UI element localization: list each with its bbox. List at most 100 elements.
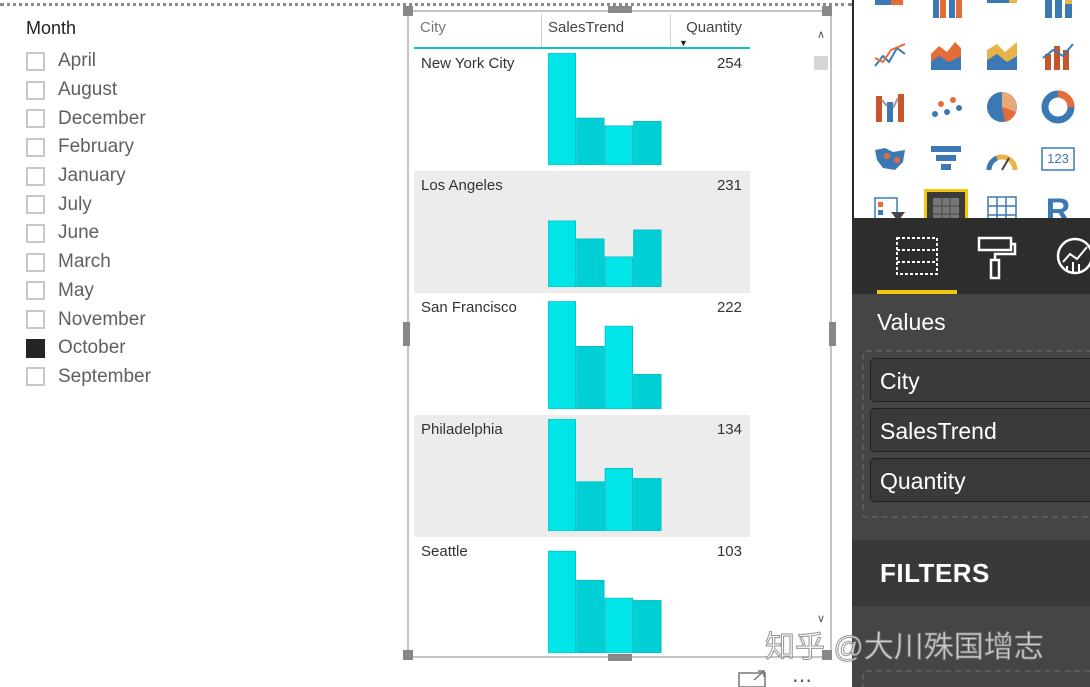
funnel-icon[interactable] [927, 140, 965, 178]
sparkline-bar [548, 550, 577, 653]
checkbox-checked-icon[interactable] [26, 338, 45, 358]
slicer-item-label: December [58, 107, 146, 129]
table-scrollbar[interactable]: ∧ ∨ [813, 18, 829, 630]
checkbox-icon[interactable] [26, 310, 45, 330]
table-row[interactable]: Seattle 103 [414, 537, 750, 659]
checkbox-icon[interactable] [26, 80, 45, 100]
card-icon[interactable]: 123 [1039, 140, 1077, 178]
slicer-item-february[interactable]: February [26, 133, 226, 162]
slicer-item-january[interactable]: January [26, 162, 226, 191]
checkbox-icon[interactable] [26, 51, 45, 71]
slicer-item-june[interactable]: June [26, 219, 226, 248]
slicer-item-label: January [58, 165, 126, 187]
cell-city: San Francisco [421, 299, 517, 316]
checkbox-icon[interactable] [26, 137, 45, 157]
field-quantity[interactable]: Quantity [870, 458, 1090, 502]
slicer-item-september[interactable]: September [26, 363, 226, 392]
scroll-down-icon[interactable]: ∨ [816, 613, 826, 625]
stacked-bar-100-icon[interactable] [983, 0, 1021, 22]
header-city[interactable]: City [414, 14, 542, 47]
stacked-area-icon[interactable] [983, 36, 1021, 74]
sparkline-bar [604, 325, 634, 409]
map-icon[interactable] [871, 140, 909, 178]
sales-table: City SalesTrend Quantity ▼ New York City… [414, 14, 750, 659]
sparkline-chart [548, 301, 662, 409]
resize-handle-bottom[interactable] [608, 654, 632, 661]
slicer-item-december[interactable]: December [26, 104, 226, 133]
stacked-bar-icon[interactable] [871, 0, 909, 22]
sparkline-bar [633, 229, 662, 287]
table-row[interactable]: Philadelphia 134 [414, 415, 750, 537]
sparkline-bar [604, 597, 634, 653]
cell-quantity: 231 [716, 177, 742, 194]
slicer-item-march[interactable]: March [26, 248, 226, 277]
checkbox-icon[interactable] [26, 109, 45, 129]
slicer-item-label: February [58, 136, 135, 158]
line-column-icon[interactable] [1039, 36, 1077, 74]
field-city[interactable]: City [870, 358, 1090, 402]
checkbox-icon[interactable] [26, 166, 45, 186]
line-chart-icon[interactable] [871, 36, 909, 74]
resize-handle-top[interactable] [608, 6, 632, 13]
scroll-up-icon[interactable]: ∧ [816, 29, 826, 41]
field-salestrend[interactable]: SalesTrend [870, 408, 1090, 452]
table-row[interactable]: San Francisco 222 [414, 293, 750, 415]
filters-header-band [852, 540, 1090, 606]
donut-chart-icon[interactable] [1039, 88, 1077, 126]
cell-salestrend [542, 49, 671, 171]
resize-handle-bottom-right[interactable] [822, 650, 832, 660]
gauge-icon[interactable] [983, 140, 1021, 178]
header-quantity-label: Quantity [686, 19, 742, 36]
checkbox-icon[interactable] [26, 252, 45, 272]
sparkline-bar [576, 579, 605, 653]
values-drop-zone[interactable]: City SalesTrend Quantity [862, 350, 1090, 518]
cell-quantity: 222 [716, 299, 742, 316]
header-salestrend[interactable]: SalesTrend [542, 14, 671, 47]
slicer-item-november[interactable]: November [26, 305, 226, 334]
focus-mode-icon[interactable] [738, 670, 768, 687]
sparkline-bar [633, 600, 662, 653]
checkbox-icon[interactable] [26, 281, 45, 301]
resize-handle-top-left[interactable] [403, 6, 413, 16]
month-slicer: Month April August December February January… [26, 16, 226, 391]
resize-handle-left[interactable] [403, 322, 410, 346]
resize-handle-top-right[interactable] [822, 6, 832, 16]
header-quantity[interactable]: Quantity ▼ [671, 14, 750, 48]
filters-drop-zone[interactable] [862, 670, 1090, 687]
slicer-icon[interactable] [871, 192, 909, 230]
sparkline-bar [576, 481, 605, 531]
slicer-item-april[interactable]: April [26, 47, 226, 76]
table-row[interactable]: New York City 254 [414, 49, 750, 171]
scroll-thumb[interactable] [814, 56, 828, 70]
resize-handle-right[interactable] [829, 322, 836, 346]
slicer-item-may[interactable]: May [26, 277, 226, 306]
visual-gallery: 123 R [852, 0, 1090, 233]
checkbox-icon[interactable] [26, 223, 45, 243]
analytics-tab[interactable] [1037, 232, 1090, 294]
checkbox-icon[interactable] [26, 195, 45, 215]
column-100-icon[interactable] [1039, 0, 1077, 22]
sparkline-bar [548, 53, 577, 165]
pie-chart-icon[interactable] [983, 88, 1021, 126]
resize-handle-bottom-left[interactable] [403, 650, 413, 660]
cell-salestrend [542, 415, 671, 537]
slicer-item-august[interactable]: August [26, 76, 226, 105]
slicer-item-july[interactable]: July [26, 190, 226, 219]
sparkline-bar [548, 220, 577, 287]
sparkline-bar [633, 121, 662, 165]
slicer-item-label: July [58, 193, 92, 215]
checkbox-icon[interactable] [26, 367, 45, 387]
area-chart-icon[interactable] [927, 36, 965, 74]
table-row[interactable]: Los Angeles 231 [414, 171, 750, 293]
paint-roller-icon [977, 236, 1017, 280]
sparkline-bar [548, 301, 577, 409]
format-tab[interactable] [957, 232, 1037, 294]
slicer-item-october[interactable]: October [26, 334, 226, 363]
scatter-icon[interactable] [927, 88, 965, 126]
sparkline-bar [633, 374, 662, 409]
more-options-icon[interactable]: ⋯ [792, 670, 814, 687]
ribbon-chart-icon[interactable] [871, 88, 909, 126]
clustered-column-icon[interactable] [927, 0, 965, 22]
fields-tab[interactable] [877, 232, 957, 294]
slicer-item-label: August [58, 79, 118, 101]
